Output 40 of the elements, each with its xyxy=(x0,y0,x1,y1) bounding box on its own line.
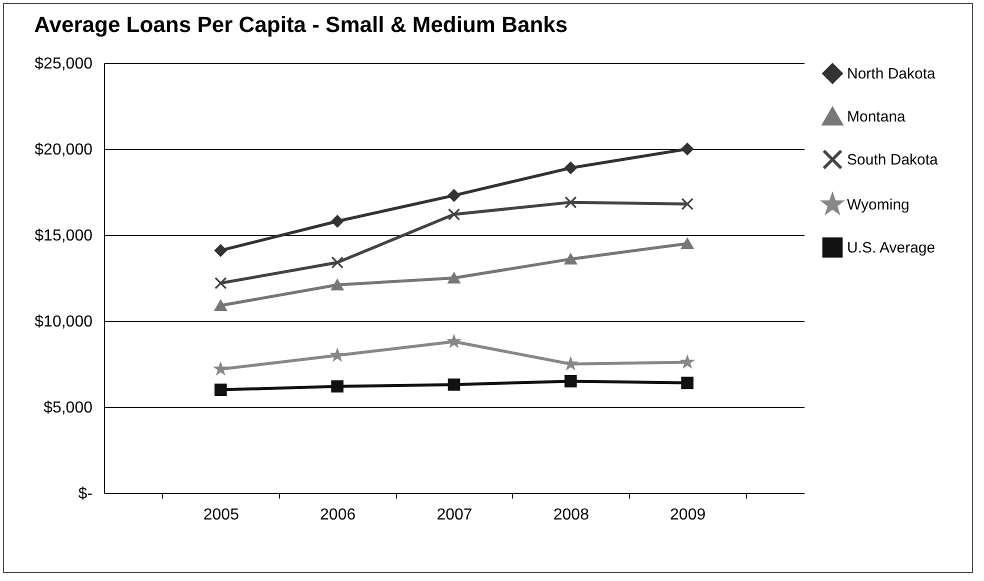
x-tick-label: 2005 xyxy=(203,506,240,524)
point xyxy=(448,335,460,347)
point xyxy=(448,189,460,202)
y-tick-label: $10,000 xyxy=(34,314,93,330)
y-tick-label: $5,000 xyxy=(44,400,93,416)
point xyxy=(448,208,460,221)
point xyxy=(448,378,460,391)
point xyxy=(564,375,577,388)
y-tick-label: $20,000 xyxy=(34,142,93,158)
point xyxy=(564,162,577,174)
point xyxy=(331,215,344,228)
point xyxy=(331,349,344,361)
point xyxy=(331,380,344,393)
x-tick-label: 2008 xyxy=(553,506,590,524)
point xyxy=(564,196,577,208)
x-tick-label: 2007 xyxy=(436,506,472,524)
legend-label: North Dakota xyxy=(847,66,936,82)
point xyxy=(681,238,694,250)
legend-label: South Dakota xyxy=(847,152,939,168)
point xyxy=(214,384,227,396)
point xyxy=(681,376,694,390)
point xyxy=(564,358,577,370)
x-tick-label: 2006 xyxy=(320,506,356,524)
legend-label: Montana xyxy=(847,108,906,126)
point xyxy=(448,272,460,284)
point xyxy=(331,279,344,290)
point xyxy=(214,244,227,257)
point xyxy=(681,198,694,210)
chart-title: Average Loans Per Capita - Small & Medium Banks xyxy=(34,12,568,37)
legend-label: U.S. Average xyxy=(847,240,936,256)
point xyxy=(564,254,577,265)
point xyxy=(214,300,227,311)
legend-label: Wyoming xyxy=(847,196,910,214)
y-tick-label: $15,000 xyxy=(34,228,93,244)
y-tick-label: $25,000 xyxy=(34,56,93,72)
point xyxy=(331,256,344,269)
point xyxy=(681,142,694,156)
x-tick-label: 2009 xyxy=(670,506,706,524)
point xyxy=(214,277,227,290)
y-tick-label: $- xyxy=(78,486,92,502)
